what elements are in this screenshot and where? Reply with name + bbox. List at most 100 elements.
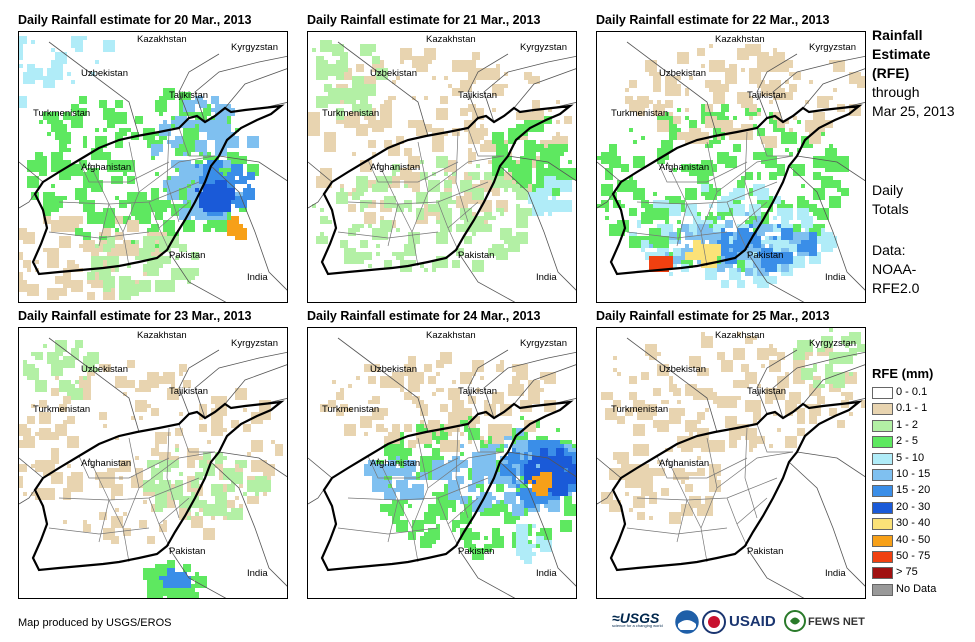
country-label-pakistan: Pakistan <box>169 250 206 261</box>
legend-label: 10 - 15 <box>896 467 931 480</box>
legend-swatch <box>872 567 893 580</box>
rainfall-panel: Daily Rainfall estimate for 20 Mar., 201… <box>18 13 288 303</box>
afghanistan-border <box>320 104 574 276</box>
country-label-kazakhstan: Kazakhstan <box>426 34 476 45</box>
country-label-uzbekistan: Uzbekistan <box>659 364 706 375</box>
legend-label: 5 - 10 <box>896 451 925 464</box>
legend-label: No Data <box>896 582 937 595</box>
legend-swatch <box>872 485 893 498</box>
rain-field <box>597 44 865 288</box>
rain-field <box>601 328 865 524</box>
country-label-pakistan: Pakistan <box>458 250 495 261</box>
rainfall-map: Kazakhstan Kyrgyzstan Uzbekistan Tajikistan… <box>596 327 866 599</box>
legend-swatch <box>872 518 893 531</box>
panel-title: Daily Rainfall estimate for 25 Mar., 201… <box>596 309 830 323</box>
legend-label: 15 - 20 <box>896 484 931 497</box>
through-date: Mar 25, 2013 <box>872 103 955 119</box>
noaa-logo <box>675 610 699 637</box>
rainfall-panel: Daily Rainfall estimate for 24 Mar., 201… <box>307 309 577 599</box>
legend-label: 0 - 0.1 <box>896 386 928 398</box>
legend-swatch <box>872 468 893 481</box>
country-label-pakistan: Pakistan <box>747 546 784 557</box>
afghanistan-border <box>31 104 285 276</box>
country-label-india: India <box>247 272 268 283</box>
map-credit: Map produced by USGS/EROS <box>18 617 172 629</box>
country-label-afghanistan: Afghanistan <box>370 458 421 469</box>
legend-label: 1 - 2 <box>896 418 919 431</box>
country-label-turkmenistan: Turkmenistan <box>322 108 380 119</box>
country-label-pakistan: Pakistan <box>169 546 206 557</box>
title-line: (RFE) <box>872 65 910 81</box>
country-label-india: India <box>825 568 846 579</box>
totals-line: Daily <box>872 182 904 198</box>
legend-title: RFE (mm) <box>872 366 934 381</box>
logo-strip: ≈USGS science for a changing world USAID… <box>612 610 865 638</box>
country-label-afghanistan: Afghanistan <box>370 162 421 173</box>
country-label-india: India <box>536 568 557 579</box>
legend-label: 20 - 30 <box>896 500 931 513</box>
country-label-turkmenistan: Turkmenistan <box>611 404 669 415</box>
country-label-tajikistan: Tajikistan <box>747 90 787 101</box>
panel-title: Daily Rainfall estimate for 22 Mar., 201… <box>596 13 830 27</box>
country-label-kyrgyzstan: Kyrgyzstan <box>231 42 278 53</box>
country-label-tajikistan: Tajikistan <box>169 90 209 101</box>
afghanistan-border <box>320 400 574 572</box>
legend-swatch <box>872 436 893 449</box>
country-label-kazakhstan: Kazakhstan <box>426 330 476 341</box>
panel-title: Daily Rainfall estimate for 21 Mar., 201… <box>307 13 541 27</box>
country-label-uzbekistan: Uzbekistan <box>81 68 128 79</box>
legend-swatch <box>872 452 893 465</box>
country-label-uzbekistan: Uzbekistan <box>370 364 417 375</box>
country-label-india: India <box>536 272 557 283</box>
legend-swatch <box>872 534 893 547</box>
rainfall-panel: Daily Rainfall estimate for 21 Mar., 201… <box>307 13 577 303</box>
country-label-turkmenistan: Turkmenistan <box>322 404 380 415</box>
country-label-tajikistan: Tajikistan <box>458 90 498 101</box>
usaid-seal-icon <box>702 610 726 637</box>
legend-swatch <box>872 501 893 514</box>
legend-swatch <box>872 419 893 432</box>
rainfall-panel: Daily Rainfall estimate for 25 Mar., 201… <box>596 309 866 599</box>
title-line: Estimate <box>872 46 931 62</box>
totals-note: Daily Totals <box>872 181 909 219</box>
legend-label: 2 - 5 <box>896 435 919 448</box>
legend-label: 50 - 75 <box>896 549 931 562</box>
country-label-india: India <box>825 272 846 283</box>
totals-line: Totals <box>872 201 909 217</box>
panel-title: Daily Rainfall estimate for 23 Mar., 201… <box>18 309 252 323</box>
data-line: Data: <box>872 242 906 258</box>
rain-field <box>19 36 259 300</box>
afghanistan-border <box>609 104 863 276</box>
country-label-uzbekistan: Uzbekistan <box>370 68 417 79</box>
rainfall-map: Kazakhstan Kyrgyzstan Uzbekistan Tajikistan… <box>18 327 288 599</box>
rainfall-map: Kazakhstan Kyrgyzstan Uzbekistan Tajikistan… <box>307 327 577 599</box>
rain-field <box>320 352 576 564</box>
country-label-kyrgyzstan: Kyrgyzstan <box>809 42 856 53</box>
country-label-kazakhstan: Kazakhstan <box>715 34 765 45</box>
country-label-kyrgyzstan: Kyrgyzstan <box>809 338 856 349</box>
country-label-afghanistan: Afghanistan <box>81 162 132 173</box>
rainfall-map: Kazakhstan Kyrgyzstan Uzbekistan Tajikistan… <box>18 31 288 303</box>
country-label-tajikistan: Tajikistan <box>747 386 787 397</box>
legend-swatch <box>872 403 893 416</box>
legend-swatch <box>872 550 893 563</box>
usaid-logo: USAID <box>729 613 776 630</box>
country-label-pakistan: Pakistan <box>747 250 784 261</box>
country-label-turkmenistan: Turkmenistan <box>33 108 91 119</box>
country-label-uzbekistan: Uzbekistan <box>81 364 128 375</box>
country-label-afghanistan: Afghanistan <box>659 162 710 173</box>
title-line: Rainfall <box>872 27 923 43</box>
country-label-kazakhstan: Kazakhstan <box>137 34 187 45</box>
legend-swatch <box>872 387 893 399</box>
legend-label: 40 - 50 <box>896 533 931 546</box>
rain-field <box>308 40 576 272</box>
fewsnet-logo: FEWS NET <box>808 616 865 628</box>
rainfall-panel: Daily Rainfall estimate for 23 Mar., 201… <box>18 309 288 599</box>
afghanistan-border <box>609 400 863 572</box>
legend-swatch <box>872 583 893 596</box>
rainfall-map: Kazakhstan Kyrgyzstan Uzbekistan Tajikistan… <box>307 31 577 303</box>
data-source-note: Data: NOAA- RFE2.0 <box>872 241 919 298</box>
usgs-logo: ≈USGS science for a changing world <box>612 610 663 628</box>
country-label-tajikistan: Tajikistan <box>458 386 498 397</box>
legend-heading: Rainfall Estimate (RFE) through Mar 25, … <box>872 26 955 121</box>
